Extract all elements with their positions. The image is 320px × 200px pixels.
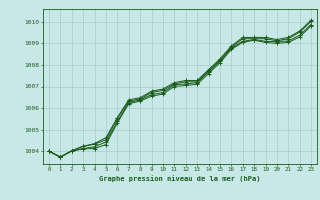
X-axis label: Graphe pression niveau de la mer (hPa): Graphe pression niveau de la mer (hPa): [99, 175, 261, 182]
